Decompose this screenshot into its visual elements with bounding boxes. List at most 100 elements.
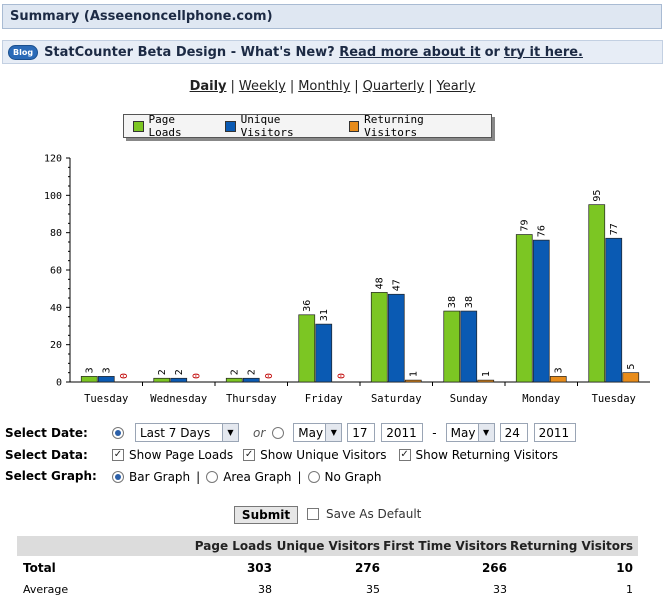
graph-separator: | [297,470,302,484]
period-separator: | [230,79,235,94]
bar [404,379,422,383]
bar [80,376,98,383]
blog-icon[interactable]: Blog [8,44,39,60]
bar-value-label: 3 [102,367,113,373]
stats-header-unique-visitors: Unique Visitors [276,539,380,553]
legend-returning-visitors: Returning Visitors [348,113,477,139]
bar-value-label: 2 [230,369,241,375]
x-category-label: Friday [305,393,343,405]
bar [242,377,260,383]
bar [370,292,388,383]
bar [549,376,567,383]
no-graph-radio[interactable] [307,471,320,483]
bar-value-label: 3 [85,367,96,373]
period-separator: | [354,79,359,94]
stats-header-row: Page Loads Unique Visitors First Time Vi… [17,536,638,556]
bar-graph-label: Bar Graph [129,470,191,484]
unique-visitors-checkbox[interactable]: ✓ [243,449,256,461]
area-graph-label: Area Graph [223,470,292,484]
period-separator: | [428,79,433,94]
stats-row-label: Average [23,583,69,596]
bar-value-label: 36 [302,300,313,312]
bar [515,234,533,383]
bar [225,377,243,383]
area-graph-radio[interactable] [206,471,219,483]
period-yearly[interactable]: Yearly [436,79,476,94]
select-graph-label: Select Graph: [5,469,97,483]
period-quarterly[interactable]: Quarterly [362,79,425,94]
bar [97,376,115,383]
bar-value-label: 0 [336,373,347,379]
summary-header: Summary (Asseenoncellphone.com) [2,4,662,29]
chevron-down-icon: ▼ [477,424,494,441]
x-category-label: Wednesday [150,393,207,405]
bar-value-label: 2 [157,369,168,375]
returning-visitors-checkbox[interactable]: ✓ [398,449,411,461]
date-range-select[interactable]: Last 7 Days ▼ [135,423,239,442]
bar-value-label: 31 [319,309,330,321]
save-default-checkbox[interactable] [307,508,319,520]
from-day-input[interactable]: 17 [347,423,376,442]
period-monthly[interactable]: Monthly [298,79,351,94]
stats-value: 266 [481,561,507,575]
to-day-input[interactable]: 24 [499,423,528,442]
bar-value-label: 2 [174,369,185,375]
data-controls: ✓ Show Page Loads ✓ Show Unique Visitors… [112,448,558,462]
y-tick-label: 0 [56,378,62,389]
stats-header-page-loads: Page Loads [194,539,272,553]
legend-page-loads: Page Loads [133,113,211,139]
page-loads-checkbox[interactable]: ✓ [112,449,124,461]
period-weekly[interactable]: Weekly [238,79,286,94]
bar-graph-radio[interactable] [112,471,124,483]
to-year-input[interactable]: 2011 [533,423,576,442]
bar-value-label: 1 [409,371,420,377]
from-month-select[interactable]: May ▼ [293,423,343,442]
bar [298,314,316,383]
stats-row-label: Total [23,561,56,575]
blog-announcement-bar: Blog StatCounter Beta Design - What's Ne… [2,40,663,64]
stats-header-returning-visitors: Returning Visitors [509,539,633,553]
no-graph-label: No Graph [324,470,382,484]
bar-value-label: 3 [554,367,565,373]
submit-button[interactable]: Submit [234,506,298,524]
from-year-input[interactable]: 2011 [381,423,424,442]
legend-label: Returning Visitors [364,113,424,139]
try-it-link[interactable]: try it here. [503,44,583,60]
period-separator: | [289,79,295,94]
bar [588,204,606,383]
legend-swatch-unique-visitors [225,120,236,132]
bar-value-label: 5 [626,364,637,370]
date-dash: - [432,425,437,440]
period-daily[interactable]: Daily [189,79,227,94]
chevron-down-icon: ▼ [222,424,238,441]
chart-legend: Page Loads Unique Visitors Returning Vis… [123,113,492,139]
save-default-label: Save As Default [326,507,422,521]
y-tick-label: 100 [44,191,62,202]
stats-value: 38 [258,583,272,596]
bar-value-label: 48 [375,277,386,289]
x-category-label: Saturday [371,393,422,405]
bar [387,293,405,383]
read-more-link[interactable]: Read more about it [339,44,481,60]
bar-value-label: 1 [481,371,492,377]
bar-value-label: 79 [520,219,531,231]
legend-unique-visitors: Unique Visitors [225,113,335,139]
date-range-value: Last 7 Days [140,425,211,440]
bar [605,237,623,383]
from-month-value: May [298,425,324,440]
bar [443,310,461,383]
save-default-control: Save As Default [307,507,421,521]
x-category-label: Tuesday [84,393,128,405]
stats-value: 10 [616,561,633,575]
stats-header-first-time-visitors: First Time Visitors [383,539,507,553]
stats-value: 1 [626,583,633,596]
custom-range-radio[interactable] [272,426,285,439]
preset-range-radio[interactable] [112,426,124,439]
bar-value-label: 76 [537,225,548,237]
to-month-value: May [450,425,476,440]
legend-swatch-returning-visitors [348,120,360,132]
to-month-select[interactable]: May ▼ [445,423,495,442]
bar-value-label: 95 [592,190,603,202]
bar-value-label: 0 [264,373,275,379]
